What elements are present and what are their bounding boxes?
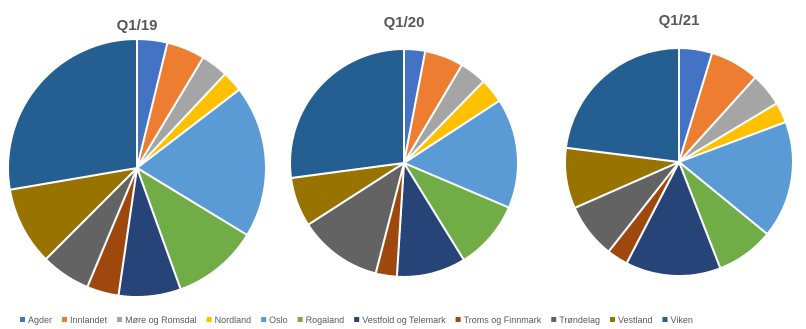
legend-item-innlandet: Innlandet bbox=[62, 315, 108, 325]
pie-title: Q1/20 bbox=[384, 14, 425, 31]
legend-item-rogaland: Rogaland bbox=[297, 315, 345, 325]
legend-label: Vestfold og Telemark bbox=[362, 315, 446, 325]
pie-chart-q1-20: Q1/20 bbox=[289, 14, 519, 278]
pie-title: Q1/21 bbox=[659, 12, 700, 29]
legend-swatch bbox=[662, 317, 668, 322]
pie-slice-oslo bbox=[677, 120, 794, 236]
legend-swatch bbox=[206, 317, 212, 322]
pie-chart-q1-21: Q1/21 bbox=[564, 12, 794, 277]
legend-swatch bbox=[455, 317, 461, 322]
legend-label: Viken bbox=[670, 315, 692, 325]
pie-slice-oslo bbox=[401, 99, 519, 209]
pie-slice-viken bbox=[7, 37, 138, 191]
legend-label: Agder bbox=[28, 315, 52, 325]
legend-swatch bbox=[261, 317, 267, 322]
legend-item-nordland: Nordland bbox=[206, 315, 252, 325]
legend: Agder Innlandet Møre og Romsdal Nordland Osl… bbox=[20, 315, 693, 325]
legend-label: Trøndelag bbox=[559, 315, 600, 325]
legend-label: Rogaland bbox=[306, 315, 345, 325]
legend-swatch bbox=[117, 317, 123, 322]
legend-swatch bbox=[551, 317, 557, 322]
pie-title: Q1/19 bbox=[117, 17, 158, 34]
legend-item-vestfold-og-telemark: Vestfold og Telemark bbox=[354, 315, 446, 325]
legend-swatch bbox=[609, 317, 615, 322]
legend-swatch bbox=[62, 317, 68, 322]
pie-slice-trondelag bbox=[306, 160, 406, 275]
legend-label: Innlandet bbox=[70, 315, 108, 325]
pie-chart-q1-19: Q1/19 bbox=[7, 17, 267, 299]
pie-slice-vestfold-og-telemark bbox=[625, 159, 722, 277]
pie-slice-rogaland bbox=[135, 165, 249, 291]
legend-label: Møre og Romsdal bbox=[125, 315, 197, 325]
legend-swatch bbox=[20, 317, 25, 322]
legend-label: Nordland bbox=[215, 315, 252, 325]
legend-item-viken: Viken bbox=[662, 315, 693, 325]
pie-slice-oslo bbox=[135, 88, 267, 237]
legend-item-oslo: Oslo bbox=[261, 315, 288, 325]
pie-slice-viken bbox=[289, 47, 405, 180]
legend-label: Troms og Finnmark bbox=[464, 315, 542, 325]
legend-item-agder: Agder bbox=[20, 315, 52, 325]
legend-swatch bbox=[354, 317, 360, 322]
pies-group: Q1/19 Q1/20 Q1/21 bbox=[7, 12, 794, 299]
legend-item-trondelag: Trøndelag bbox=[551, 315, 600, 325]
legend-label: Vestland bbox=[618, 315, 653, 325]
legend-swatch bbox=[297, 317, 303, 322]
legend-item-more-og-romsdal: Møre og Romsdal bbox=[117, 315, 197, 325]
legend-item-vestland: Vestland bbox=[609, 315, 653, 325]
pie-slice-viken bbox=[564, 46, 680, 164]
legend-label: Oslo bbox=[269, 315, 288, 325]
legend-item-troms-og-finnmark: Troms og Finnmark bbox=[455, 315, 542, 325]
pie-slice-vestland bbox=[8, 166, 140, 261]
